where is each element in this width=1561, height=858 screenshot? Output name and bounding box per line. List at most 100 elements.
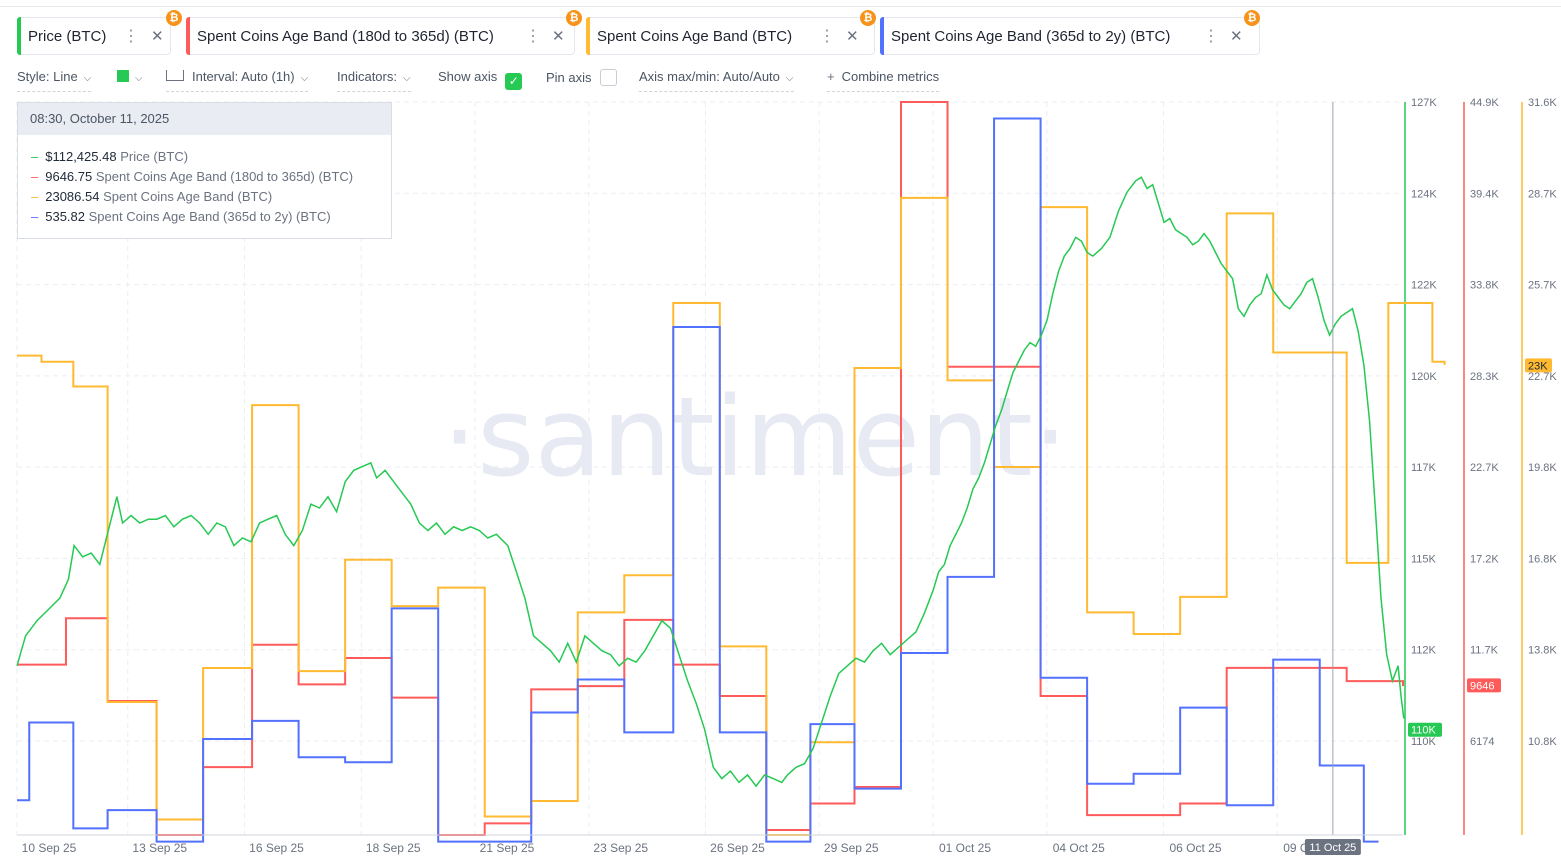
close-icon[interactable]: ✕ [846,28,859,45]
y-tick-label: 6174 [1470,736,1494,748]
checkbox-unchecked[interactable] [599,69,617,86]
interval-label: Interval: Auto (1h) [192,69,295,84]
x-tick-label: 04 Oct 25 [1053,841,1105,855]
chip-label: Spent Coins Age Band (365d to 2y) (BTC) [891,27,1171,45]
combine-metrics-button[interactable]: + Combine metrics [827,69,940,92]
more-options-icon[interactable]: ⋮ [525,28,541,45]
x-tick-label: 06 Oct 25 [1170,841,1222,855]
y-tick-label: 28.3K [1470,371,1499,383]
bitcoin-icon: ₿ [860,10,876,26]
crosshair-date-label: 11 Oct 25 [1309,842,1356,854]
interval-dropdown[interactable]: Interval: Auto (1h) ⌵ [166,69,309,92]
y-tick-label: 124K [1411,188,1437,200]
axis-maxmin-dropdown[interactable]: Axis max/min: Auto/Auto ⌵ [639,69,794,92]
x-tick-label: 21 Sep 25 [480,841,535,855]
chip-color-bar [880,17,884,55]
series-line-2 [17,196,1446,836]
series-dash-icon: – [31,189,39,204]
tooltip-value: $112,425.48 [45,149,117,164]
close-icon[interactable]: ✕ [1230,28,1243,45]
y-tick-label: 110K [1411,736,1437,748]
x-tick-label: 01 Oct 25 [939,841,991,855]
y-tick-label: 39.4K [1470,188,1499,200]
axis-maxmin-label: Axis max/min: Auto/Auto [639,69,780,84]
chevron-down-icon: ⌵ [785,73,794,84]
bitcoin-icon: ₿ [166,10,182,26]
more-options-icon[interactable]: ⋮ [123,28,139,45]
chevron-down-icon: ⌵ [402,73,411,84]
top-divider [0,6,1561,7]
x-tick-label: 18 Sep 25 [366,841,421,855]
x-tick-label: 26 Sep 25 [710,841,765,855]
chip-color-bar [17,17,21,55]
tooltip-value: 23086.54 [45,189,100,204]
close-icon[interactable]: ✕ [151,28,164,45]
tooltip-row: –23086.54 Spent Coins Age Band (BTC) [31,189,272,204]
y-tick-label: 31.6K [1528,97,1557,109]
x-tick-label: 23 Sep 25 [593,841,648,855]
pin-axis-label: Pin axis [546,70,592,85]
y-tick-label: 11.7K [1470,645,1499,657]
y-tick-label: 115K [1411,553,1437,565]
series-dash-icon: – [31,149,39,164]
close-icon[interactable]: ✕ [552,28,565,45]
y-tick-label: 25.7K [1528,280,1557,292]
chip-label: Spent Coins Age Band (180d to 365d) (BTC… [197,27,494,45]
series-dash-icon: – [31,209,39,224]
chip-label: Price (BTC) [28,27,107,45]
checkbox-checked[interactable]: ✓ [505,73,523,90]
y-tick-label: 127K [1411,97,1437,109]
y-tick-label: 22.7K [1528,371,1557,383]
watermark: ·santiment· [442,373,1068,501]
color-swatch [117,70,129,82]
tooltip-value: 535.82 [45,209,85,224]
chevron-down-icon: ⌵ [300,73,309,84]
tooltip-series-name: Spent Coins Age Band (365d to 2y) (BTC) [88,209,331,224]
y-tick-label: 117K [1411,462,1437,474]
y-tick-label: 10.8K [1528,736,1557,748]
series-line-price [16,176,1405,788]
chart-canvas[interactable]: 10 Sep 25 13 Sep 25 16 Sep 25 18 Sep 25 21 S… [0,90,1561,858]
axis-value-badge [1525,358,1552,373]
y-tick-label: 13.8K [1528,645,1557,657]
more-options-icon[interactable]: ⋮ [1203,28,1219,45]
style-dropdown[interactable]: Style: Line ⌵ [17,69,92,92]
chevron-down-icon: ⌵ [83,73,92,84]
indicators-dropdown[interactable]: Indicators: ⌵ [337,69,411,92]
axis-value-badge-label: 9646 [1470,680,1494,692]
series-line-3 [17,117,1379,843]
axis-value-badge [1467,678,1501,693]
y-tick-label: 17.2K [1470,553,1499,565]
series-dash-icon: – [31,169,39,184]
bitcoin-icon: ₿ [566,10,582,26]
ruler-icon [166,70,184,81]
show-axis-toggle[interactable]: Show axis ✓ [438,69,523,90]
axis-value-badge-label: 110K [1411,725,1437,737]
pin-axis-toggle[interactable]: Pin axis [546,69,617,86]
y-tick-label: 16.8K [1528,553,1557,565]
more-options-icon[interactable]: ⋮ [819,28,835,45]
metric-chip-price[interactable]: Price (BTC) ⋮ ✕ ₿ [17,10,182,55]
y-tick-label: 120K [1411,371,1437,383]
tooltip-row: – $112,425.48 Price (BTC) [31,149,188,164]
y-tick-label: 122K [1411,280,1437,292]
tooltip-series-name: Spent Coins Age Band (180d to 365d) (BTC… [95,169,354,184]
combine-label: Combine metrics [841,69,940,84]
axis-value-badge [1408,722,1442,737]
series-line-1 [17,101,1404,836]
metric-chip-all[interactable]: Spent Coins Age Band (BTC) ⋮ ✕ ₿ [586,10,876,55]
indicators-label: Indicators: [337,69,397,84]
tooltip-row: –535.82 Spent Coins Age Band (365d to 2y… [31,209,331,224]
chevron-down-icon: ⌵ [135,73,143,84]
y-tick-label: 19.8K [1528,462,1557,474]
metric-chip-365d-2y[interactable]: Spent Coins Age Band (365d to 2y) (BTC) … [880,10,1260,55]
tooltip-series-name: Price (BTC) [120,149,189,164]
chart-tooltip: 08:30, October 11, 2025 – $112,425.48 Pri… [17,102,392,239]
color-dropdown[interactable]: ⌵ [117,69,143,84]
chip-color-bar [586,17,590,55]
axis-value-badge-label: 23K [1528,360,1548,372]
show-axis-label: Show axis [438,69,498,84]
metric-chip-180d-365d[interactable]: Spent Coins Age Band (180d to 365d) (BTC… [186,10,582,55]
y-tick-label: 33.8K [1470,280,1499,292]
tooltip-date: 08:30, October 11, 2025 [18,103,391,135]
